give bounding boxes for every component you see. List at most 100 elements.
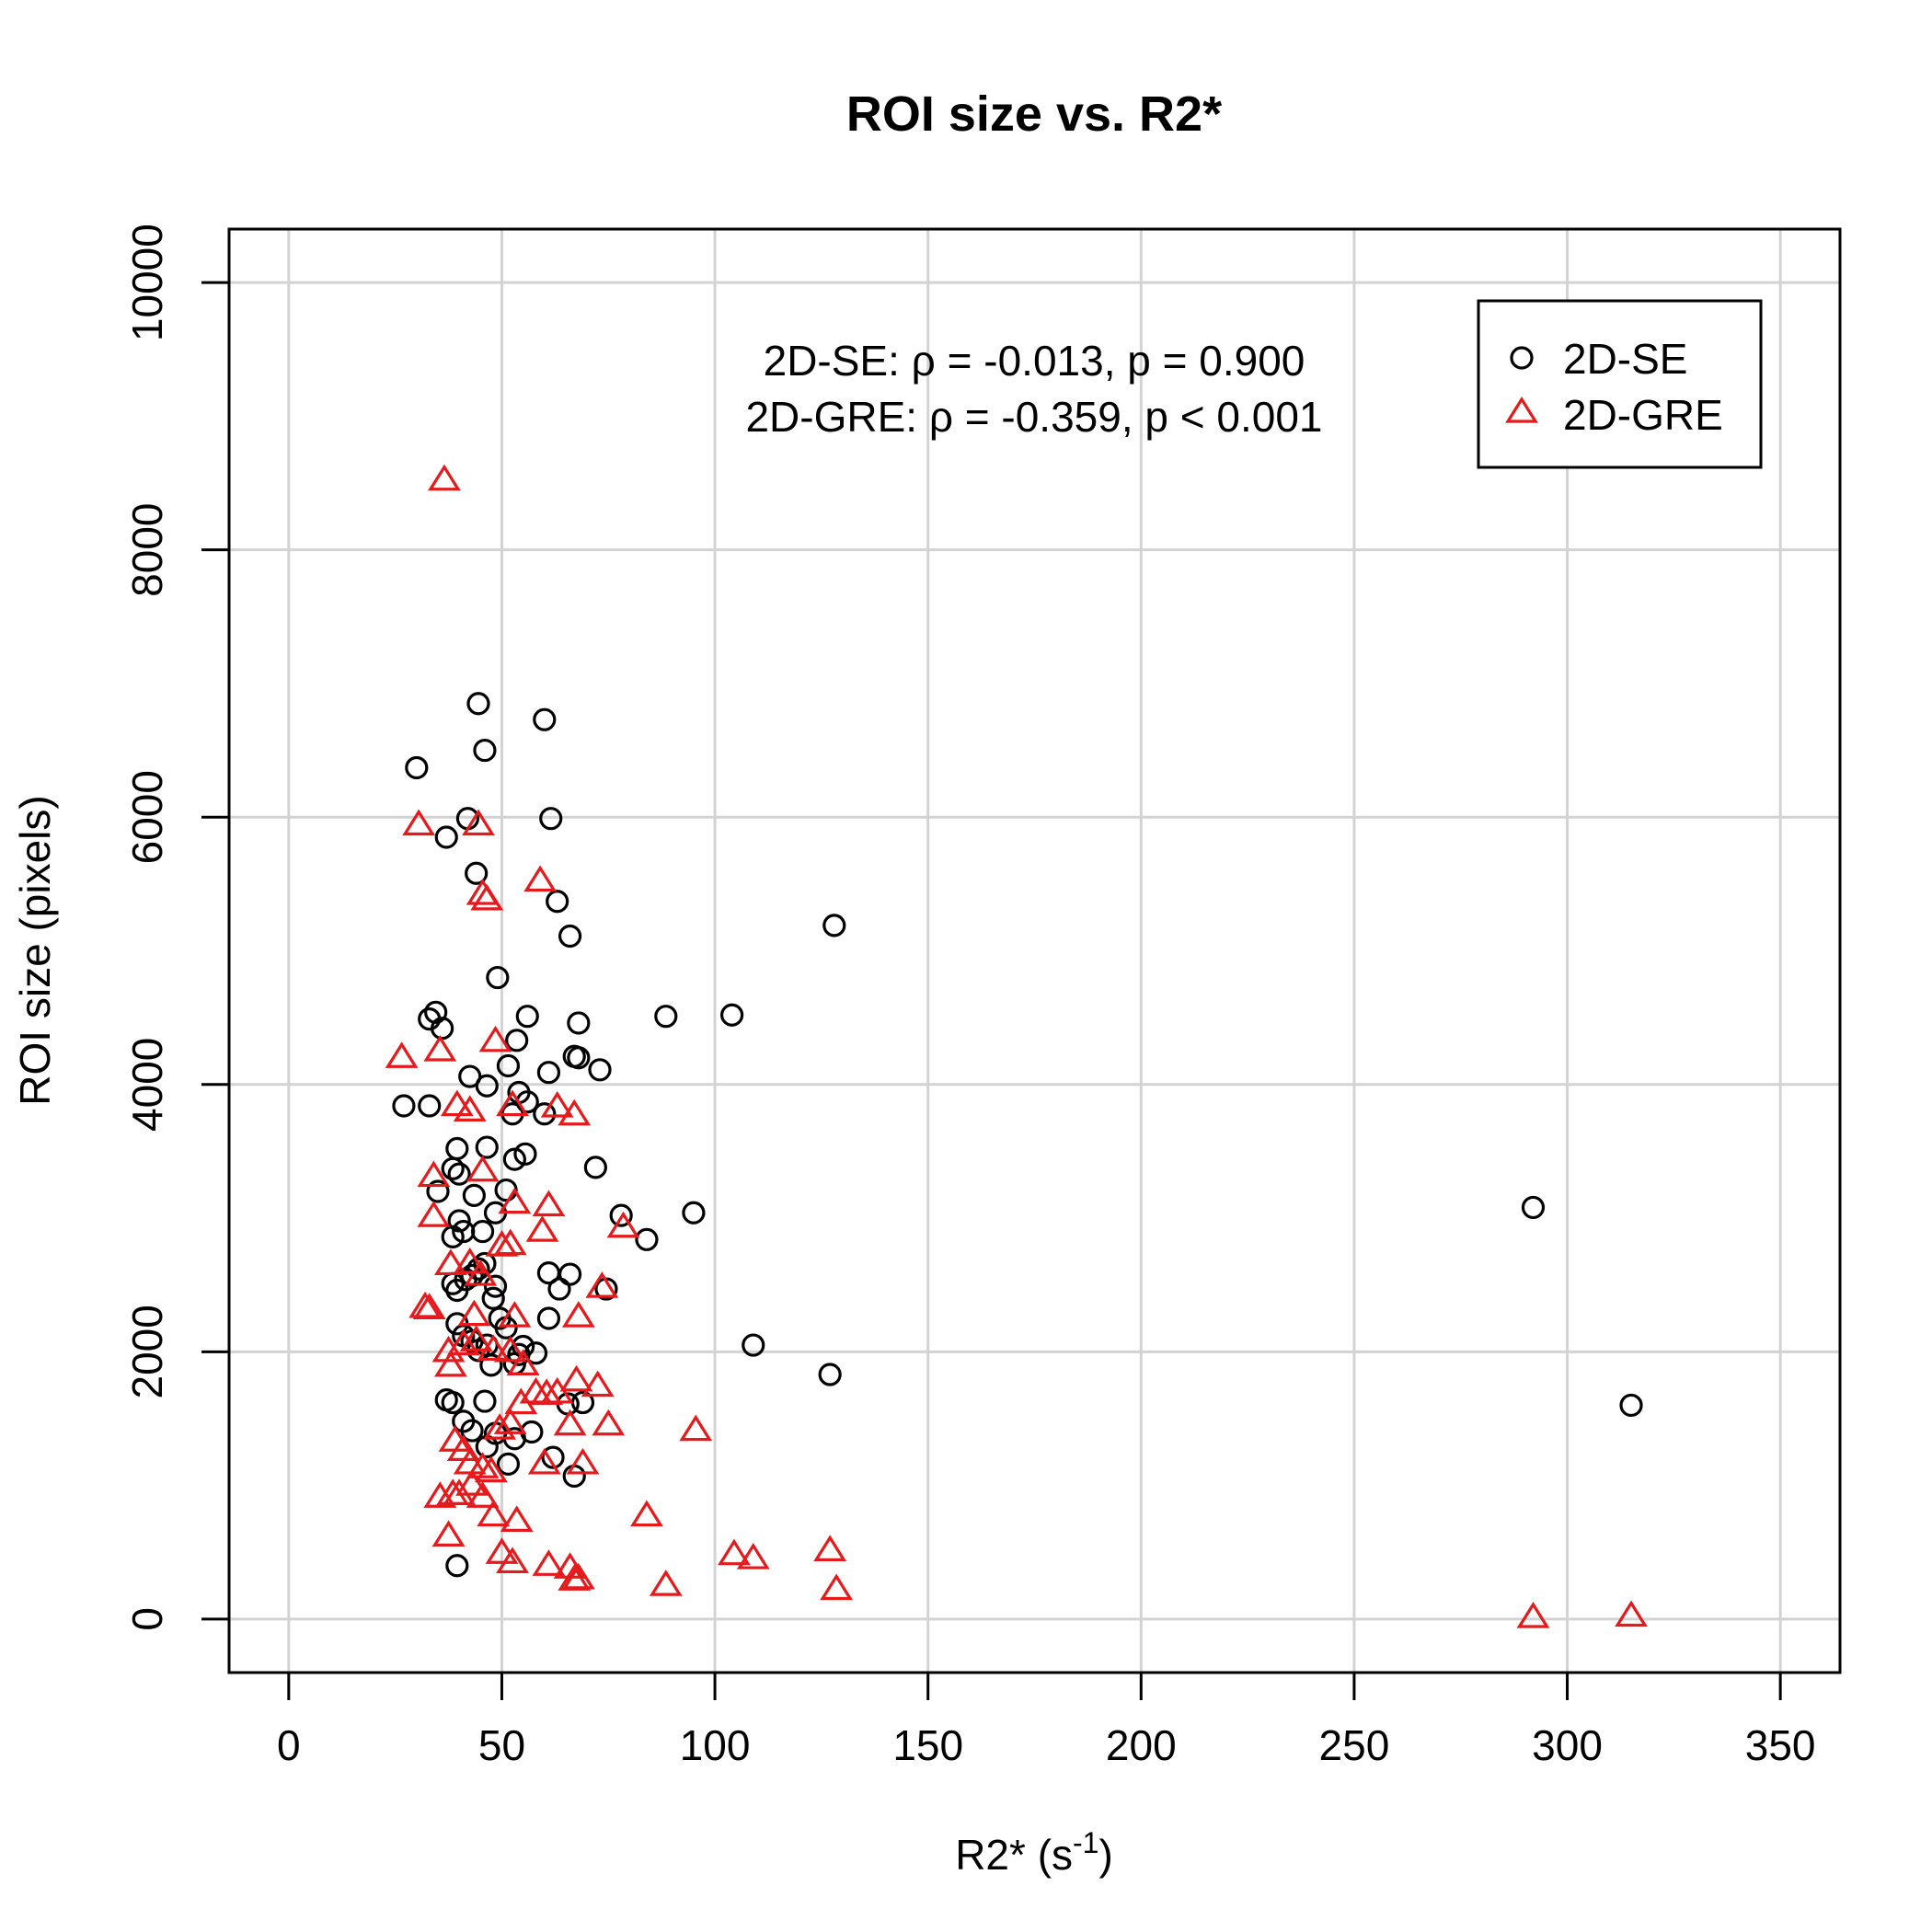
point-se-22 [475, 1074, 499, 1098]
point-gre-9 [440, 1089, 474, 1117]
point-se-61 [547, 1277, 571, 1301]
point-gre-29 [457, 1299, 491, 1327]
point-gre-4 [470, 883, 504, 911]
point-se-56 [466, 1257, 490, 1281]
point-gre-22 [606, 1211, 640, 1238]
point-gre-64 [485, 1537, 519, 1564]
point-gre-59 [443, 1478, 477, 1505]
point-se-42 [583, 1156, 607, 1179]
x-axis-label: R2* (s-1) [955, 1826, 1113, 1879]
point-se-31 [567, 1046, 591, 1070]
point-se-14 [515, 1005, 539, 1029]
x-axis-label-main: R2* (s [955, 1831, 1073, 1879]
point-gre-2 [462, 809, 495, 836]
point-se-5 [473, 738, 497, 763]
point-gre-45 [592, 1409, 626, 1436]
point-se-82 [460, 1419, 484, 1443]
point-se-77 [742, 1333, 765, 1357]
point-se-7 [539, 807, 563, 831]
point-gre-10 [453, 1095, 487, 1121]
point-se-0 [405, 755, 429, 780]
point-se-58 [483, 1274, 508, 1298]
point-se-83 [473, 1389, 497, 1413]
point-se-3 [465, 861, 489, 885]
point-se-18 [822, 914, 846, 937]
point-gre-30 [498, 1301, 532, 1328]
point-se-38 [441, 1156, 465, 1180]
point-gre-11 [496, 1089, 529, 1117]
legend: 2D-SE 2D-GRE [1477, 299, 1763, 469]
y-tick-label-0: 0 [123, 1607, 171, 1631]
point-gre-35 [459, 1325, 493, 1351]
point-gre-0 [428, 464, 461, 491]
point-se-86 [496, 1452, 521, 1476]
point-gre-23 [433, 1248, 467, 1276]
point-se-93 [1619, 1393, 1643, 1418]
point-gre-21 [493, 1228, 527, 1256]
point-se-32 [588, 1058, 612, 1082]
point-se-1 [434, 825, 458, 849]
point-gre-19 [525, 1215, 559, 1242]
point-gre-65 [496, 1547, 529, 1574]
point-gre-1 [402, 809, 436, 836]
point-gre-38 [506, 1349, 540, 1376]
point-gre-67 [532, 1549, 566, 1576]
point-gre-52 [474, 1455, 508, 1483]
point-gre-51 [466, 1452, 500, 1478]
point-gre-34 [446, 1328, 480, 1356]
point-gre-70 [558, 1564, 592, 1591]
point-gre-31 [561, 1301, 595, 1328]
point-gre-41 [530, 1378, 563, 1405]
point-se-15 [567, 1011, 591, 1035]
point-gre-13 [558, 1098, 592, 1126]
point-se-20 [418, 1094, 442, 1118]
point-gre-66 [500, 1505, 534, 1532]
point-gre-5 [523, 865, 558, 892]
point-se-37 [426, 1179, 450, 1203]
point-gre-74 [736, 1543, 770, 1570]
point-gre-77 [1516, 1601, 1550, 1628]
y-tick-label-3: 6000 [123, 770, 171, 864]
point-gre-36 [477, 1334, 511, 1362]
point-se-89 [541, 1445, 565, 1469]
point-gre-17 [532, 1190, 566, 1217]
annotation-gre: 2D-GRE: ρ = -0.359, p < 0.001 [745, 393, 1322, 441]
point-gre-33 [433, 1350, 467, 1377]
point-se-62 [558, 1262, 582, 1286]
point-se-69 [479, 1353, 503, 1377]
point-gre-37 [493, 1335, 527, 1363]
point-se-39 [447, 1162, 471, 1186]
point-gre-16 [498, 1187, 532, 1214]
point-se-17 [720, 1003, 744, 1027]
point-gre-73 [718, 1538, 751, 1566]
point-gre-8 [478, 1025, 512, 1052]
point-gre-60 [455, 1469, 489, 1496]
point-se-36 [513, 1142, 537, 1166]
y-tick-label-1: 2000 [123, 1305, 171, 1398]
data-points [385, 464, 1648, 1628]
point-gre-28 [412, 1293, 446, 1319]
point-se-51 [1521, 1195, 1546, 1220]
point-se-16 [654, 1005, 678, 1029]
point-se-9 [558, 924, 582, 949]
point-gre-62 [431, 1520, 466, 1547]
point-se-19 [392, 1094, 416, 1118]
x-axis-label-superscript: -1 [1073, 1826, 1098, 1859]
point-gre-26 [585, 1271, 619, 1298]
series-2d-se [392, 692, 1643, 1578]
point-gre-55 [527, 1447, 561, 1475]
point-gre-47 [679, 1414, 713, 1442]
point-gre-14 [417, 1160, 451, 1188]
x-tick-label-1: 50 [478, 1721, 525, 1769]
point-gre-72 [649, 1570, 683, 1596]
point-se-6 [533, 707, 557, 731]
point-gre-54 [493, 1408, 527, 1434]
y-tick-label-2: 4000 [123, 1038, 171, 1132]
point-se-29 [536, 1061, 561, 1085]
point-gre-71 [630, 1500, 663, 1527]
point-se-91 [562, 1464, 586, 1489]
point-gre-24 [453, 1247, 487, 1274]
point-gre-46 [553, 1409, 587, 1436]
point-se-46 [471, 1219, 495, 1244]
point-se-44 [447, 1209, 471, 1233]
